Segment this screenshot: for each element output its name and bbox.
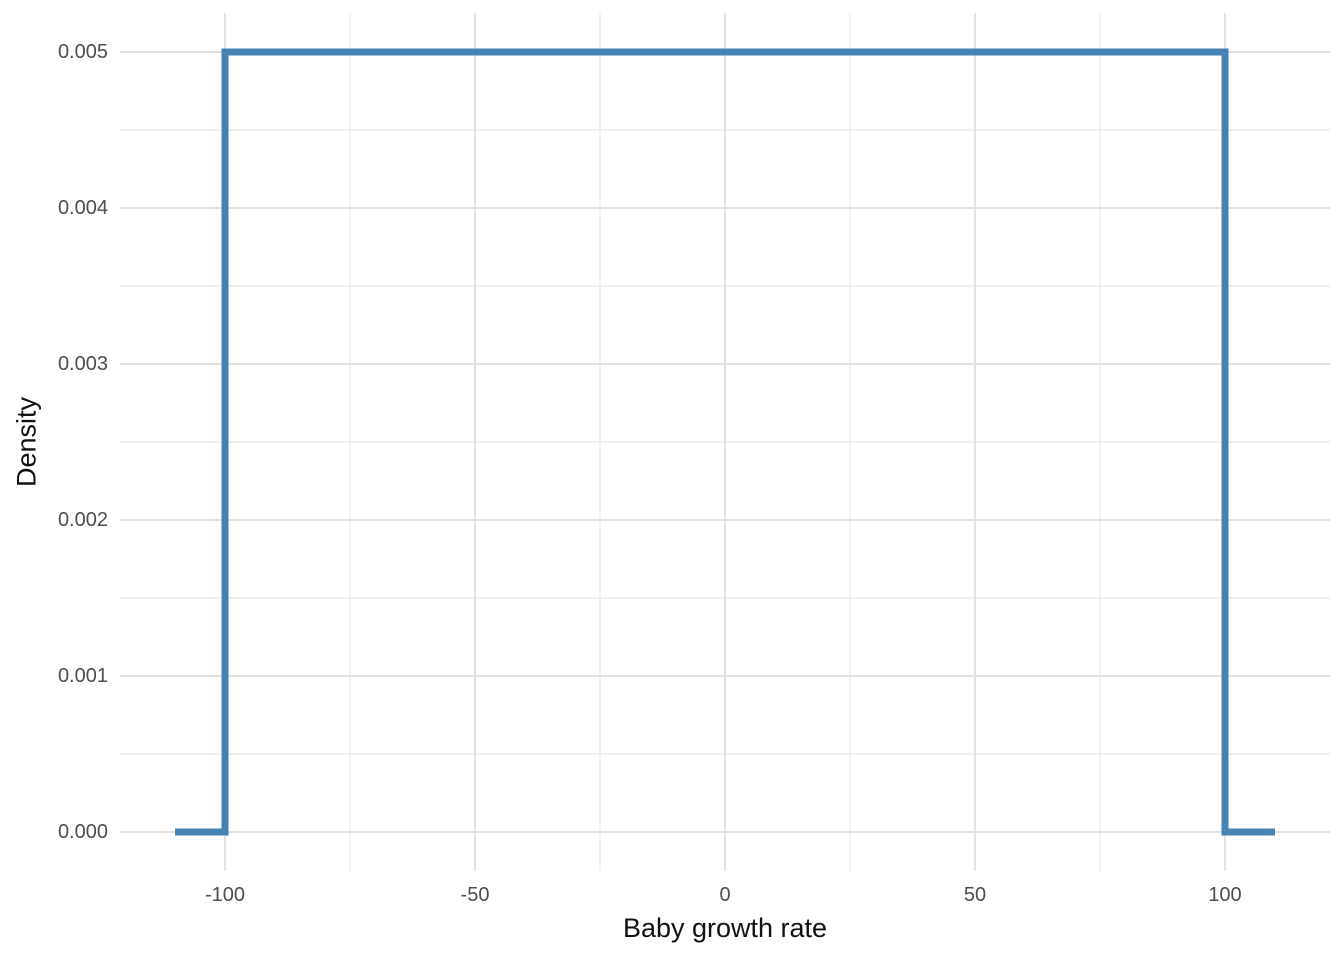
y-tick-label: 0.002 bbox=[57, 509, 108, 531]
x-tick-label: -100 bbox=[204, 884, 246, 906]
y-tick-label: 0.003 bbox=[57, 353, 108, 375]
x-tick-label: 0 bbox=[719, 884, 731, 906]
y-tick-label: 0.001 bbox=[57, 665, 108, 687]
x-tick-label: 100 bbox=[1208, 884, 1242, 906]
x-tick-label: 50 bbox=[963, 884, 987, 906]
y-tick-label: 0.005 bbox=[57, 41, 108, 63]
x-tick-label: -50 bbox=[460, 884, 490, 906]
x-axis-title: Baby growth rate bbox=[622, 913, 828, 943]
y-tick-label: 0.000 bbox=[57, 821, 108, 843]
density-line-uniform-density bbox=[175, 48, 1275, 836]
y-axis-title: Density bbox=[11, 396, 42, 488]
y-tick-label: 0.004 bbox=[57, 197, 108, 219]
